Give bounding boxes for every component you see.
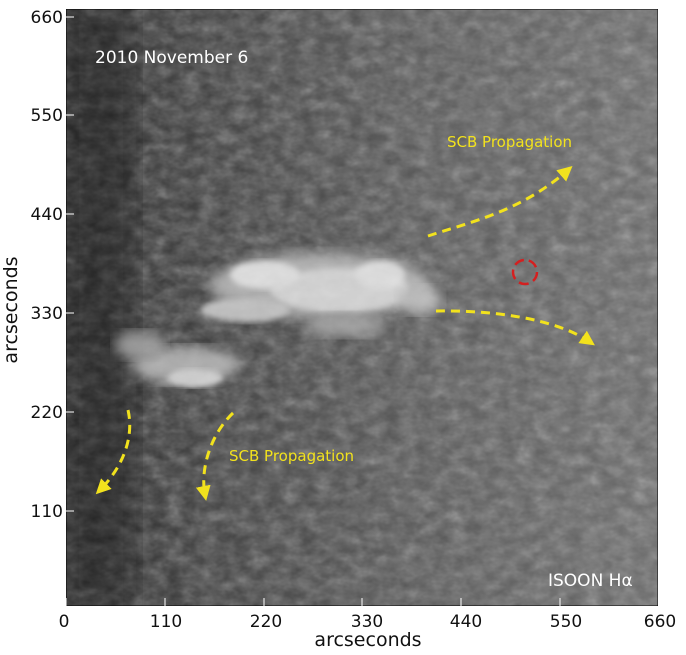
arrow-lower-right (435, 309, 595, 346)
x-tick-660: 660 (644, 612, 676, 632)
y-tick-220: 220 (31, 403, 63, 423)
flare-ribbon (115, 253, 442, 387)
x-tick-550: 550 (550, 612, 582, 632)
h-alpha-image (66, 9, 658, 606)
y-tick-440: 440 (31, 205, 63, 225)
x-tick-0: 0 (59, 612, 70, 632)
date-label: 2010 November 6 (95, 48, 248, 68)
y-tick-330: 330 (31, 304, 63, 324)
y-tick-labels: 660 550 440 330 220 110 (31, 8, 63, 522)
x-tick-440: 440 (450, 612, 482, 632)
x-tick-220: 220 (250, 612, 282, 632)
propagation-arrows (95, 166, 595, 501)
x-tick-110: 110 (150, 612, 182, 632)
annotation-top: SCB Propagation (447, 133, 572, 151)
arrow-lower-left-1 (95, 409, 132, 495)
marker-circle (511, 258, 539, 286)
x-tick-330: 330 (351, 612, 383, 632)
x-tick-labels: 0 110 220 330 440 550 660 (59, 612, 677, 632)
arrow-upper-right (427, 166, 573, 238)
annotation-bottom: SCB Propagation (229, 447, 354, 465)
tick-marks (65, 16, 561, 606)
y-tick-550: 550 (31, 106, 63, 126)
x-axis-label: arcseconds (314, 629, 421, 651)
y-tick-110: 110 (31, 502, 63, 522)
arrow-lower-left-2 (195, 411, 235, 501)
y-tick-660: 660 (31, 8, 63, 28)
y-axis-label: arcseconds (0, 256, 22, 363)
instrument-label: ISOON Hα (548, 571, 633, 591)
